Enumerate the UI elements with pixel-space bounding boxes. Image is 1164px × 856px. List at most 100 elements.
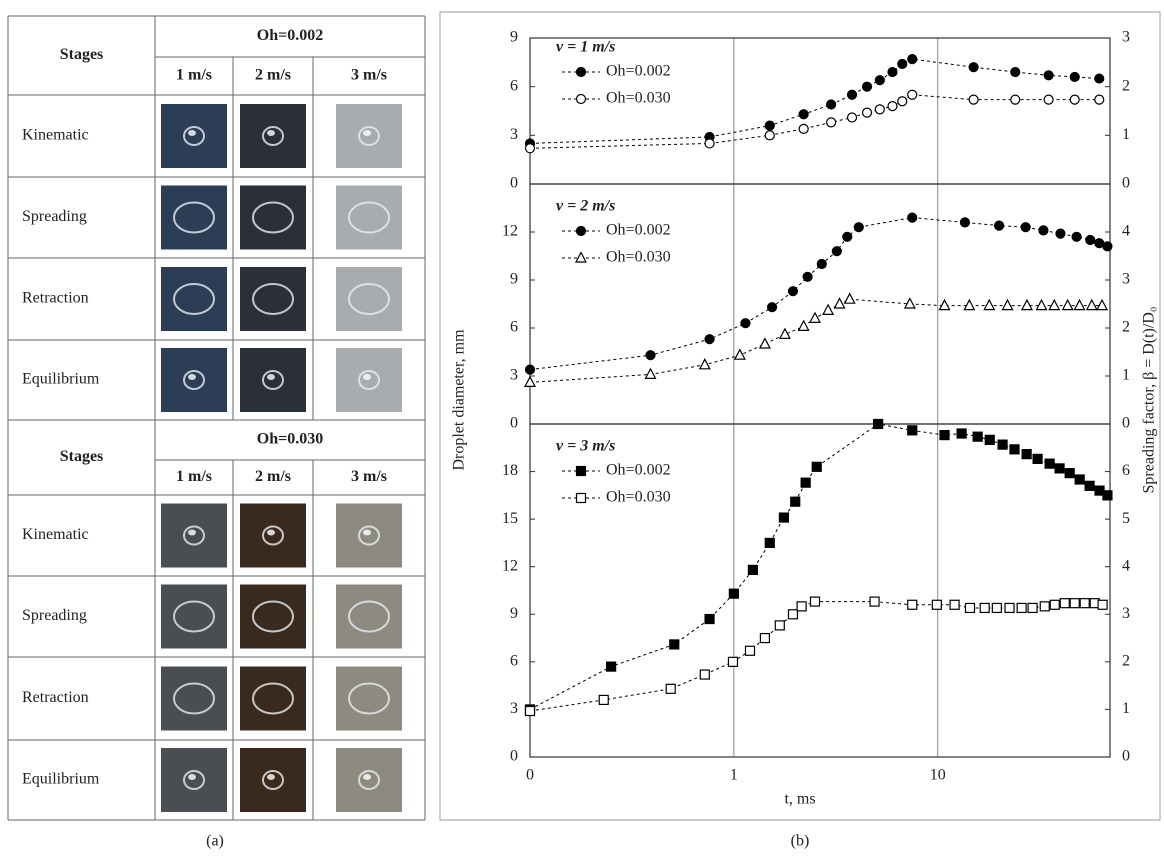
table-subheader: 3 m/s <box>351 67 387 84</box>
photo <box>161 267 227 331</box>
marker <box>1084 480 1095 491</box>
droplet <box>173 201 215 234</box>
marker <box>1069 71 1080 83</box>
marker <box>853 222 864 233</box>
marker <box>524 364 536 375</box>
y2-tick-label: 2 <box>1122 319 1130 336</box>
marker <box>704 138 715 149</box>
marker <box>1043 70 1054 81</box>
marker <box>1016 602 1027 614</box>
marker <box>1049 599 1060 610</box>
marker <box>665 683 676 694</box>
photo <box>240 348 306 412</box>
marker <box>778 327 791 339</box>
marker <box>698 358 711 370</box>
marker <box>524 375 536 387</box>
y-tick-label: 12 <box>502 223 518 240</box>
legend-label: Oh=0.002 <box>606 63 671 80</box>
marker <box>1097 599 1108 610</box>
droplet <box>358 126 380 146</box>
droplet-highlight <box>188 374 196 380</box>
marker <box>931 599 942 610</box>
marker <box>1032 453 1043 464</box>
droplet-highlight <box>188 130 196 136</box>
photo <box>161 185 227 250</box>
y2-tick-label: 0 <box>1122 175 1130 192</box>
photo <box>336 348 402 412</box>
y2-tick-label: 0 <box>1122 748 1130 765</box>
marker <box>1027 602 1038 614</box>
droplet-highlight <box>363 529 371 536</box>
x-tick-label: 10 <box>930 767 946 784</box>
marker <box>997 439 1008 450</box>
marker <box>939 430 950 441</box>
marker <box>1010 94 1021 105</box>
photo <box>336 267 402 331</box>
plot-frame <box>529 423 1111 758</box>
photo <box>240 666 306 731</box>
marker <box>524 143 536 154</box>
marker <box>1054 463 1065 474</box>
marker <box>897 96 908 107</box>
droplet-highlight <box>188 774 196 780</box>
marker <box>1021 449 1032 460</box>
marker <box>833 297 846 309</box>
photo <box>240 503 306 568</box>
droplet-highlight <box>363 774 371 780</box>
marker <box>1102 241 1113 252</box>
y2-tick-label: 3 <box>1122 605 1130 622</box>
panel-b-border <box>439 11 1161 821</box>
droplet <box>262 126 284 146</box>
droplet <box>183 370 205 390</box>
photo <box>240 267 306 331</box>
marker <box>1102 490 1113 501</box>
photo <box>161 584 227 649</box>
y-tick-label: 15 <box>502 510 518 527</box>
caption: (b) <box>791 833 810 850</box>
marker <box>1069 94 1080 105</box>
marker <box>907 89 918 100</box>
photo <box>336 748 402 812</box>
photo <box>336 185 402 250</box>
droplet <box>348 682 390 715</box>
y-tick-label: 9 <box>510 605 518 622</box>
y-tick-label: 9 <box>510 271 518 288</box>
marker <box>1044 458 1055 469</box>
row-label: Spreading <box>22 208 87 225</box>
table-header: Stages <box>60 448 104 465</box>
droplet-highlight <box>363 374 371 380</box>
photo <box>336 666 402 731</box>
marker <box>764 120 775 131</box>
marker <box>797 319 810 331</box>
y-tick-label: 3 <box>510 700 518 717</box>
droplet <box>262 770 284 790</box>
marker <box>1071 231 1082 242</box>
marker <box>1074 474 1085 485</box>
photo <box>336 104 402 168</box>
y2-axis-label: Spreading factor, β = D(t)/D₀ <box>1141 307 1158 494</box>
row-label: Equilibrium <box>22 771 100 788</box>
marker <box>861 81 873 92</box>
marker <box>1048 298 1061 311</box>
marker <box>1043 94 1054 105</box>
y2-tick-label: 0 <box>1122 415 1130 432</box>
marker <box>1020 298 1033 311</box>
marker <box>733 348 746 360</box>
y-tick-label: 6 <box>510 77 518 94</box>
marker <box>1059 598 1070 609</box>
droplet-highlight <box>363 130 371 136</box>
legend-marker <box>575 225 587 237</box>
photo <box>240 584 306 649</box>
y2-tick-label: 3 <box>1122 271 1130 288</box>
y2-tick-label: 4 <box>1122 223 1130 240</box>
legend-label: Oh=0.002 <box>606 462 671 479</box>
y-tick-label: 9 <box>510 29 518 46</box>
marker <box>874 104 885 115</box>
marker <box>831 246 842 257</box>
photo <box>336 584 402 649</box>
marker <box>887 101 898 112</box>
row-label: Kinematic <box>22 526 89 543</box>
marker <box>993 220 1005 231</box>
photo <box>161 748 227 812</box>
photo <box>240 104 306 168</box>
